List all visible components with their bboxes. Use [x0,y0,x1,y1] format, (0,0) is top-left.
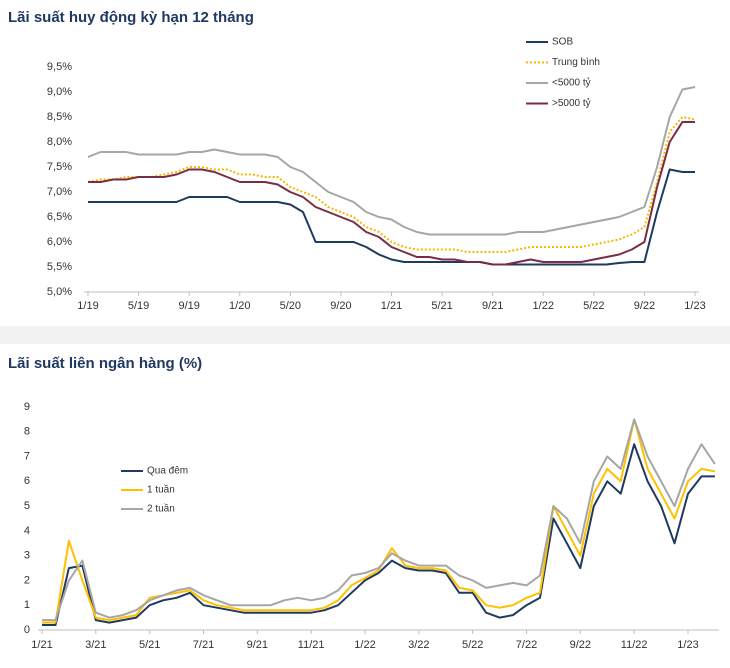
x-tick-label: 5/20 [280,300,301,312]
chart-title: Lãi suất huy động kỳ hạn 12 tháng [8,9,254,26]
legend-label: Qua đêm [147,466,188,477]
legend-label: Trung bình [552,57,600,68]
x-tick-label: 1/23 [684,300,705,312]
x-tick-label: 9/20 [330,300,351,312]
x-tick-label: 3/22 [408,639,429,651]
x-tick-label: 5/21 [431,300,452,312]
x-tick-label: 9/22 [570,639,591,651]
legend-label: >5000 tỷ [552,97,591,109]
x-tick-label: 5/22 [583,300,604,312]
y-tick-label: 6,0% [47,236,72,248]
series-line [88,168,695,266]
y-tick-label: 7,0% [47,186,72,198]
x-tick-label: 9/21 [482,300,503,312]
x-tick-label: 5/21 [139,639,160,651]
x-tick-label: 9/19 [178,300,199,312]
chart-title: Lãi suất liên ngân hàng (%) [8,355,202,372]
x-tick-label: 1/22 [533,300,554,312]
y-tick-label: 9 [24,401,30,413]
y-tick-label: 8,0% [47,136,72,148]
x-tick-label: 1/23 [677,639,698,651]
x-tick-label: 1/21 [381,300,402,312]
x-tick-label: 5/19 [128,300,149,312]
x-tick-label: 5/22 [462,639,483,651]
y-tick-label: 9,5% [47,61,72,73]
y-tick-label: 8 [24,426,30,438]
series-line [87,86,696,236]
legend-label: 1 tuần [147,484,175,496]
y-tick-label: 0 [24,624,30,636]
x-tick-label: 9/22 [634,300,655,312]
x-tick-label: 1/20 [229,300,250,312]
x-tick-label: 1/22 [354,639,375,651]
y-tick-label: 9,0% [47,86,72,98]
x-tick-label: 11/22 [621,639,648,651]
y-tick-label: 6,5% [47,211,72,223]
panel [0,0,730,326]
x-tick-label: 7/21 [193,639,214,651]
x-tick-label: 11/21 [298,639,325,651]
panel [0,344,730,668]
x-tick-label: 3/21 [85,639,106,651]
y-tick-label: 2 [24,574,30,586]
y-tick-label: 5 [24,500,30,512]
y-tick-label: 5,0% [47,286,72,298]
x-tick-label: 9/21 [247,639,268,651]
legend-label: SOB [552,37,573,48]
x-tick-label: 1/21 [31,639,52,651]
y-tick-label: 6 [24,475,30,487]
series-line [42,418,716,624]
y-tick-label: 8,5% [47,111,72,123]
y-tick-label: 7 [24,450,30,462]
y-tick-label: 5,5% [47,261,72,273]
y-tick-label: 4 [24,525,30,537]
x-tick-label: 1/19 [77,300,98,312]
y-tick-label: 3 [24,550,30,562]
series-line [88,121,695,266]
legend-label: <5000 tỷ [552,77,591,89]
y-tick-label: 1 [24,599,30,611]
series-line [42,418,716,622]
y-tick-label: 7,5% [47,161,72,173]
x-tick-label: 7/22 [516,639,537,651]
series-line [87,116,696,253]
legend-label: 2 tuần [147,503,175,515]
series-line [42,443,715,626]
